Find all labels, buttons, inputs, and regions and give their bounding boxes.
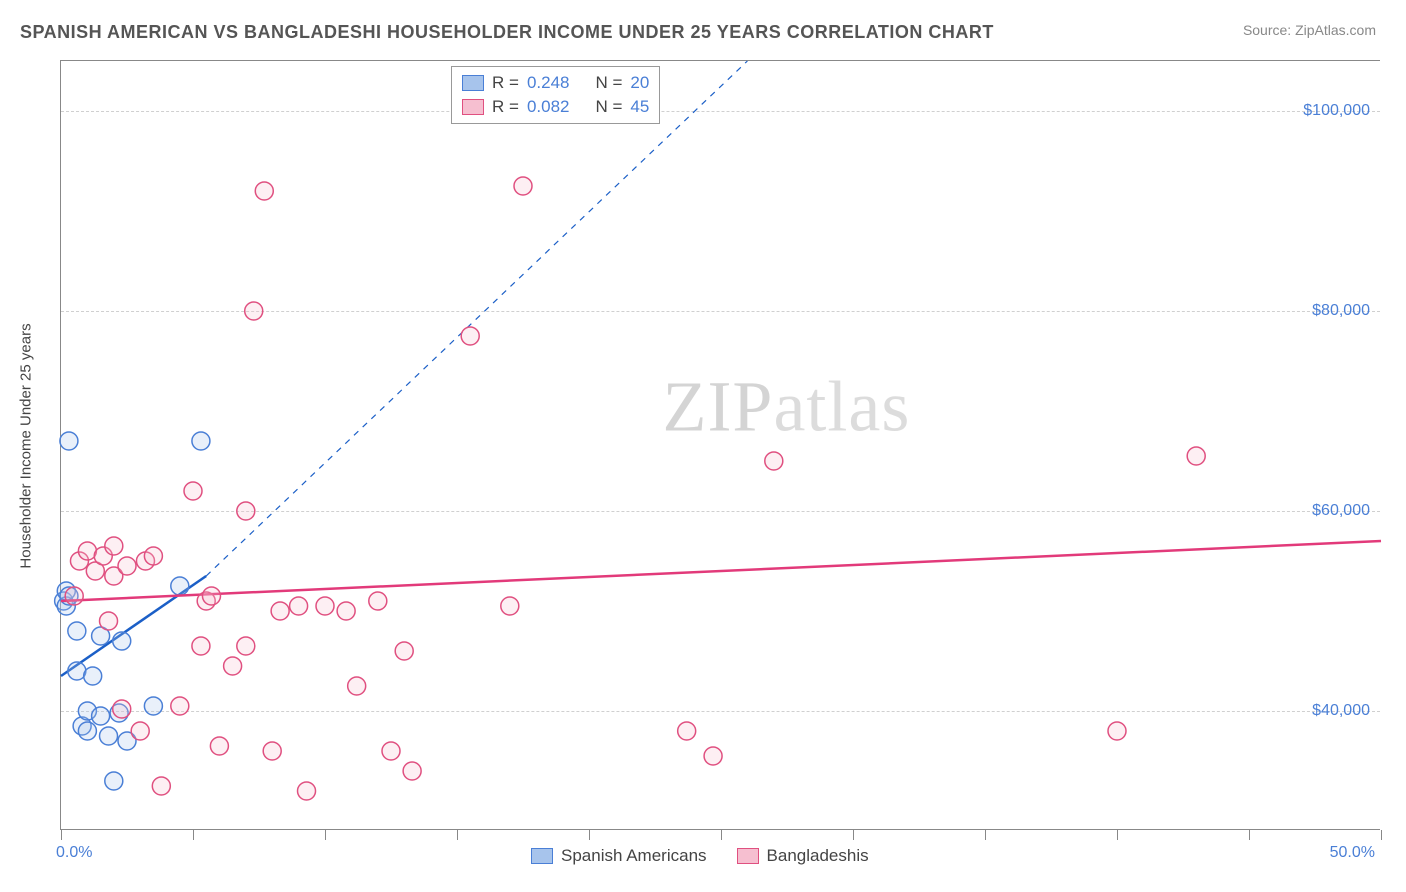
x-tick [1381,830,1382,840]
x-tick [1117,830,1118,840]
legend-item: Spanish Americans [531,846,707,866]
stats-legend-row: R = 0.248 N = 20 [462,71,649,95]
chart-title: SPANISH AMERICAN VS BANGLADESHI HOUSEHOL… [20,22,994,43]
x-tick [721,830,722,840]
stats-legend: R = 0.248 N = 20 R = 0.082 N = 45 [451,66,660,124]
x-tick [325,830,326,840]
legend-item: Bangladeshis [737,846,869,866]
y-axis-label: Householder Income Under 25 years [18,323,35,568]
x-end-label: 50.0% [1330,844,1375,862]
stats-legend-row: R = 0.082 N = 45 [462,95,649,119]
x-tick [589,830,590,840]
x-tick [985,830,986,840]
x-tick [61,830,62,840]
x-tick [457,830,458,840]
x-tick [1249,830,1250,840]
scatter-plot [61,61,1380,830]
x-tick [193,830,194,840]
x-start-label: 0.0% [56,844,92,862]
chart-area: Householder Income Under 25 years $40,00… [60,60,1380,830]
x-tick [853,830,854,840]
source-label: Source: ZipAtlas.com [1243,22,1376,38]
series-legend: Spanish Americans Bangladeshis [531,846,869,866]
